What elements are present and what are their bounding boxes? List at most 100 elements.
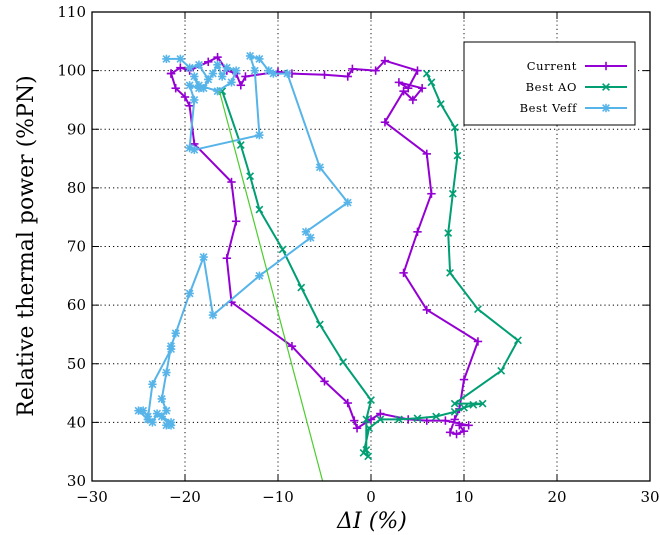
data-point [478,399,487,408]
y-tick-label: 50 [67,355,86,373]
data-point [236,141,245,150]
x-tick-label: −20 [169,488,201,506]
data-point [343,72,352,81]
y-tick-label: 90 [67,120,86,138]
data-point [236,81,245,90]
data-point [473,337,483,346]
data-point [320,70,329,79]
axis-ticks: −30 −20 −10 0 10 20 30 30 40 50 60 70 80 90 100 110 [57,3,659,506]
data-point [269,69,278,78]
series-group [218,90,324,481]
data-point [394,415,403,424]
data-point [162,368,171,377]
data-point [350,416,359,425]
data-point [222,63,232,72]
data-point [444,229,453,237]
data-point [157,394,166,404]
data-point [152,409,162,418]
data-point [227,177,236,187]
y-tick-label: 30 [67,472,86,490]
x-tick-label: 0 [366,488,376,506]
series-group [134,51,352,430]
data-point [194,60,204,69]
data-point [362,415,371,424]
data-point [399,268,408,278]
data-point [255,54,264,64]
data-point [422,305,431,315]
data-point [422,69,431,78]
data-point [199,252,208,262]
data-point [441,416,450,425]
data-point [278,245,287,254]
data-point [190,72,199,81]
data-point [176,54,185,64]
data-point [394,78,404,87]
data-point [343,398,352,408]
data-point [283,69,292,78]
series-layer [134,51,522,481]
data-point [143,415,152,424]
legend-marker [602,83,610,91]
legend-box [463,41,636,126]
data-point [514,336,522,345]
data-point [376,409,385,418]
data-point [450,415,459,424]
data-point [255,205,264,214]
data-point [399,86,408,96]
data-point [255,271,264,281]
data-point [469,400,478,409]
data-point [359,448,368,457]
series-group [218,69,522,461]
y-tick-label: 80 [67,179,86,197]
y-tick-label: 40 [67,413,86,431]
data-point [450,123,459,132]
data-point [371,66,380,75]
data-point [185,81,194,90]
data-point [171,329,180,338]
data-point [448,189,457,198]
data-point [404,84,413,93]
data-point [227,78,236,87]
data-point [464,421,473,430]
series-group [166,52,483,439]
data-point [417,84,427,93]
x-tick-label: −10 [262,488,294,506]
data-point [497,366,506,375]
data-point [250,66,259,75]
data-point [231,217,241,226]
data-point [380,56,390,65]
data-point [176,63,185,72]
data-point [427,189,436,198]
data-point [208,310,218,320]
data-point [413,227,422,237]
data-point [166,69,176,78]
data-point [352,424,362,433]
data-point [348,64,357,74]
legend-marker [601,103,611,113]
data-point [185,63,194,72]
data-point [166,344,176,354]
data-point [343,198,352,207]
data-point [413,66,422,75]
y-tick-label: 100 [57,62,86,80]
legend: Current Best AO Best Veff [463,41,636,126]
legend-label: Current [527,59,577,73]
data-point [453,151,462,160]
data-point [452,429,461,439]
data-point [204,75,213,84]
data-point [171,84,180,93]
data-point [367,396,375,405]
series-line [221,73,519,458]
data-point [213,52,222,62]
data-point [148,380,157,389]
x-tick-label: 10 [454,488,473,506]
data-point [455,421,464,430]
x-tick-label: 20 [547,488,566,506]
data-point [185,101,194,110]
series-line [218,90,324,481]
data-point [413,414,422,423]
data-point [180,92,190,102]
data-point [315,320,324,329]
data-point [204,57,213,67]
data-point [162,406,171,415]
